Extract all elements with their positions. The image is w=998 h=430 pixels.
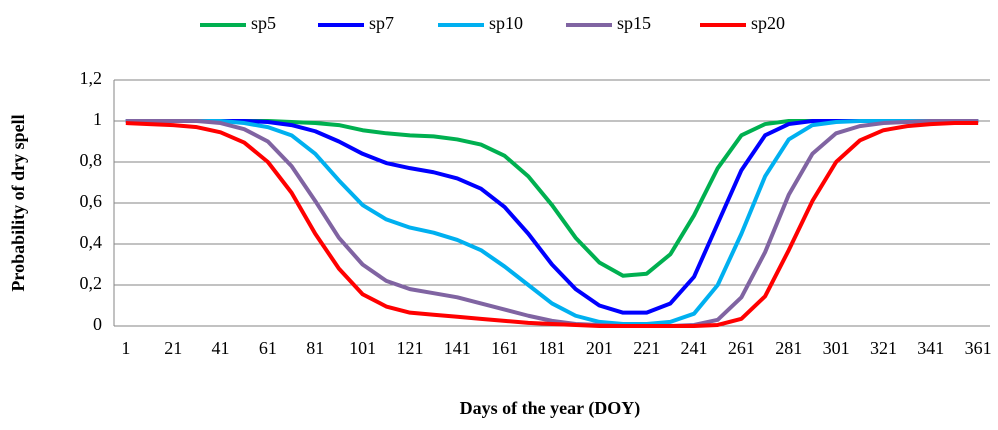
x-tick-label: 321: [870, 338, 897, 358]
legend-label: sp7: [369, 13, 394, 33]
legend-label: sp5: [251, 13, 276, 33]
x-tick-label: 161: [491, 338, 518, 358]
x-tick-label: 41: [212, 338, 230, 358]
y-axis-title: Probability of dry spell: [8, 114, 28, 291]
x-tick-label: 241: [681, 338, 708, 358]
legend-label: sp15: [617, 13, 651, 33]
x-tick-label: 221: [633, 338, 660, 358]
x-tick-label: 301: [823, 338, 850, 358]
x-tick-label: 141: [444, 338, 471, 358]
series-line: [125, 119, 979, 326]
y-tick-label: 0: [93, 314, 102, 334]
series-line: [125, 119, 979, 278]
x-tick-label: 281: [775, 338, 802, 358]
x-tick-label: 21: [164, 338, 182, 358]
y-tick-label: 0,6: [80, 191, 103, 211]
series-line: [125, 121, 979, 328]
y-tick-label: 0,2: [80, 273, 103, 293]
x-tick-label: 341: [917, 338, 944, 358]
y-tick-label: 0,8: [80, 150, 103, 170]
x-tick-label: 121: [396, 338, 423, 358]
x-tick-label: 81: [306, 338, 324, 358]
x-tick-label: 261: [728, 338, 755, 358]
y-tick-label: 0,4: [80, 232, 103, 252]
x-axis-title: Days of the year (DOY): [460, 398, 641, 419]
y-tick-label: 1,2: [80, 68, 103, 88]
x-tick-label: 201: [586, 338, 613, 358]
series-line: [125, 119, 979, 328]
x-tick-label: 1: [121, 338, 130, 358]
legend-label: sp20: [751, 13, 785, 33]
x-tick-label: 361: [965, 338, 992, 358]
legend-label: sp10: [489, 13, 523, 33]
x-tick-label: 181: [539, 338, 566, 358]
x-tick-label: 61: [259, 338, 277, 358]
y-tick-label: 1: [93, 109, 102, 129]
x-tick-label: 101: [349, 338, 376, 358]
